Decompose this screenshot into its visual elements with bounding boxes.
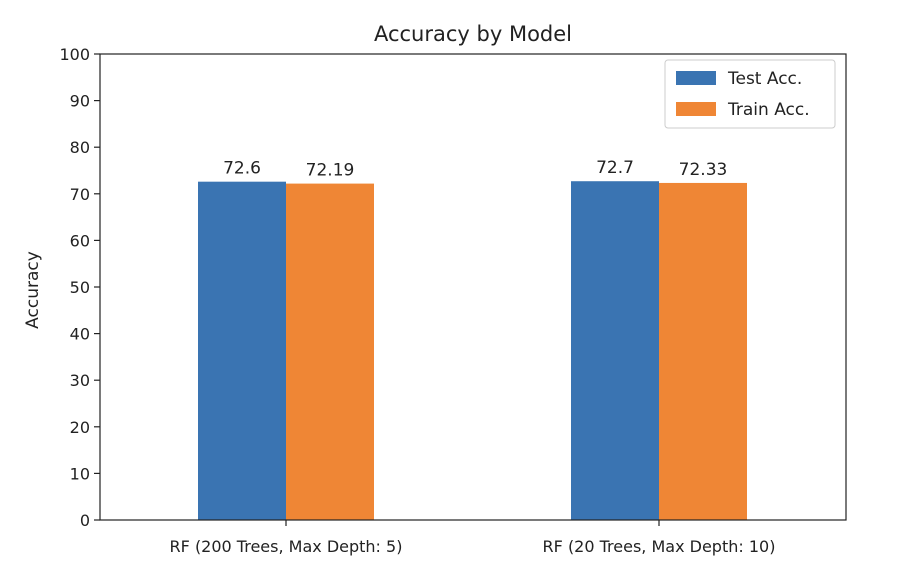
legend-swatch-test xyxy=(676,71,716,85)
y-tick-label: 10 xyxy=(70,464,90,483)
y-tick-label: 20 xyxy=(70,418,90,437)
x-tick-label: RF (200 Trees, Max Depth: 5) xyxy=(170,537,403,556)
bar-labels-group: 72.6 72.19 72.7 72.33 xyxy=(223,158,727,180)
bar-value-label: 72.6 xyxy=(223,159,261,179)
y-tick-label: 40 xyxy=(70,325,90,344)
bar-train-2 xyxy=(659,182,747,520)
y-tick-label: 90 xyxy=(70,92,90,111)
legend-swatch-train xyxy=(676,102,716,116)
y-axis-label: Accuracy xyxy=(23,251,43,329)
plot-frame xyxy=(99,53,847,521)
y-tick-label: 100 xyxy=(59,45,90,64)
y-tick-label: 0 xyxy=(80,511,90,530)
bar-value-label: 72.33 xyxy=(679,160,728,180)
legend-label-test: Test Acc. xyxy=(727,69,802,89)
x-axis-ticks: RF (200 Trees, Max Depth: 5) RF (20 Trees… xyxy=(170,520,776,556)
bar-test-2 xyxy=(571,181,659,520)
y-tick-label: 80 xyxy=(70,138,90,157)
y-tick-label: 30 xyxy=(70,371,90,390)
bar-test-1 xyxy=(198,181,286,520)
chart-title: Accuracy by Model xyxy=(374,22,572,46)
bar-train-1 xyxy=(286,183,374,520)
legend-label-train: Train Acc. xyxy=(727,100,810,120)
bar-value-label: 72.19 xyxy=(306,161,355,181)
y-tick-label: 70 xyxy=(70,185,90,204)
y-tick-label: 50 xyxy=(70,278,90,297)
legend: Test Acc. Train Acc. xyxy=(664,59,836,129)
x-tick-label: RF (20 Trees, Max Depth: 10) xyxy=(543,537,776,556)
y-axis-ticks: 0 10 20 30 40 50 60 70 80 90 100 xyxy=(59,45,100,530)
bar-value-label: 72.7 xyxy=(596,158,634,178)
bars-group xyxy=(198,181,747,520)
y-tick-label: 60 xyxy=(70,231,90,250)
